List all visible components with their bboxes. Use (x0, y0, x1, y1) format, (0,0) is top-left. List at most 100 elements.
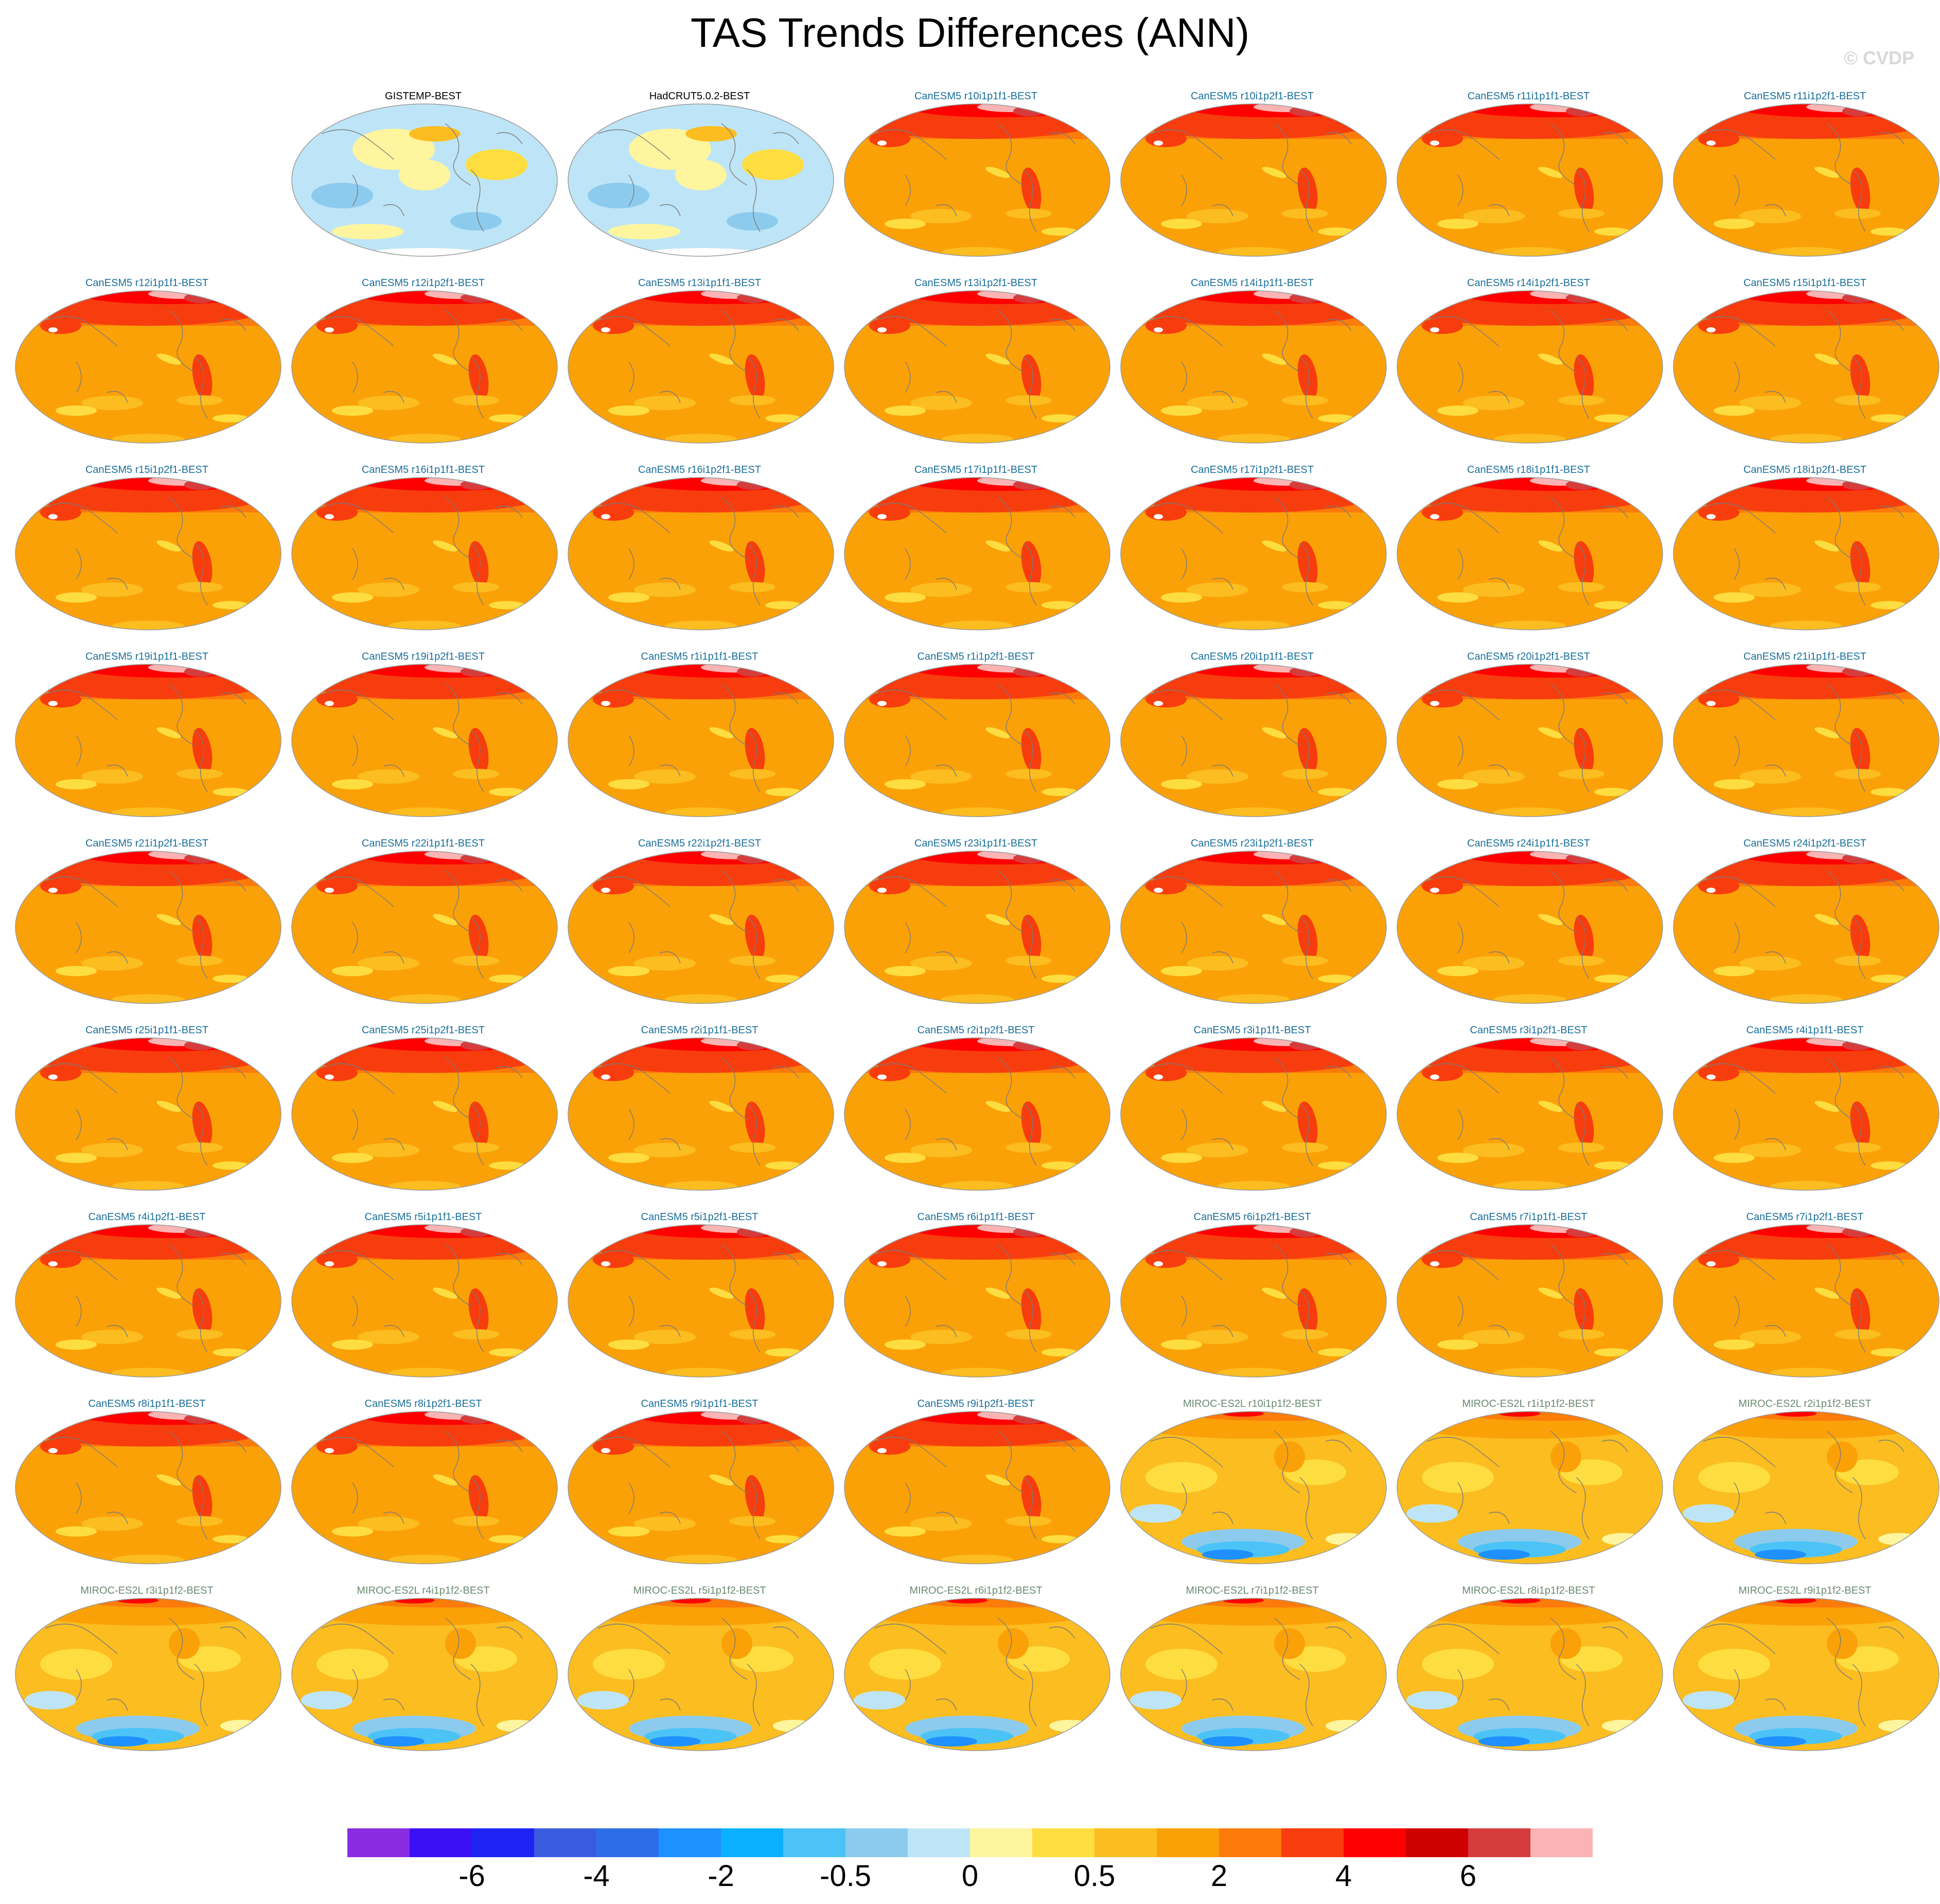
map-panel-label: CanESM5 r3i1p1f1-BEST (1193, 1025, 1311, 1036)
colorbar-tick-label: 0 (961, 1859, 979, 1893)
map-panel: CanESM5 r7i1p2f1-BEST (1667, 1211, 1940, 1394)
map-panel-label: CanESM5 r10i1p2f1-BEST (1190, 91, 1314, 102)
map-panel-label: CanESM5 r6i1p1f1-BEST (917, 1211, 1035, 1223)
map-panel: MIROC-ES2L r4i1p1f2-BEST (286, 1585, 561, 1768)
map-panel: CanESM5 r24i1p2f1-BEST (1667, 838, 1940, 1020)
map-panel-label: CanESM5 r11i1p1f1-BEST (1467, 91, 1590, 102)
map-panel-label: CanESM5 r2i1p1f1-BEST (641, 1025, 759, 1036)
map-panel-label: MIROC-ES2L r5i1p1f2-BEST (633, 1585, 766, 1596)
world-map (15, 1037, 281, 1191)
map-panel: CanESM5 r20i1p1f1-BEST (1115, 651, 1390, 834)
world-map (1673, 664, 1939, 817)
map-panel: CanESM5 r1i1p2f1-BEST (838, 651, 1114, 834)
world-map (568, 477, 834, 630)
world-map (844, 1411, 1110, 1564)
map-panel-label: CanESM5 r3i1p2f1-BEST (1470, 1025, 1588, 1036)
world-map (844, 1224, 1110, 1378)
map-panel-label: GISTEMP-BEST (385, 91, 462, 102)
world-map (844, 103, 1110, 257)
map-panel-label: CanESM5 r7i1p2f1-BEST (1746, 1211, 1864, 1223)
map-panel-label: CanESM5 r21i1p2f1-BEST (85, 838, 208, 849)
map-panel: MIROC-ES2L r1i1p1f2-BEST (1391, 1398, 1666, 1581)
colorbar-swatch (1406, 1828, 1469, 1857)
map-panel: CanESM5 r12i1p2f1-BEST (286, 277, 561, 460)
map-panel: CanESM5 r23i1p1f1-BEST (838, 838, 1114, 1020)
map-panel: CanESM5 r9i1p1f1-BEST (562, 1398, 837, 1581)
map-panel: CanESM5 r5i1p2f1-BEST (562, 1211, 837, 1394)
map-panel-label: MIROC-ES2L r1i1p1f2-BEST (1462, 1398, 1595, 1409)
colorbar-swatch (347, 1828, 410, 1857)
map-panel: CanESM5 r4i1p2f1-BEST (9, 1211, 285, 1394)
colorbar-swatch (845, 1828, 908, 1857)
world-map (15, 290, 281, 444)
world-map (291, 851, 558, 1004)
world-map (15, 1411, 281, 1564)
map-panel: CanESM5 r2i1p2f1-BEST (838, 1025, 1114, 1207)
map-panel: CanESM5 r22i1p1f1-BEST (286, 838, 561, 1020)
map-panel-label: CanESM5 r14i1p2f1-BEST (1467, 277, 1590, 289)
map-panel-label: CanESM5 r12i1p2f1-BEST (361, 277, 485, 289)
map-panel-label: CanESM5 r18i1p1f1-BEST (1467, 464, 1590, 475)
map-panel: CanESM5 r8i1p2f1-BEST (286, 1398, 561, 1581)
colorbar-swatch (1157, 1828, 1220, 1857)
map-panel-label: CanESM5 r20i1p1f1-BEST (1190, 651, 1314, 662)
map-panel: CanESM5 r25i1p2f1-BEST (286, 1025, 561, 1207)
map-panel-label: CanESM5 r8i1p1f1-BEST (88, 1398, 206, 1409)
map-panel-label: CanESM5 r11i1p2f1-BEST (1743, 91, 1866, 102)
map-panel: MIROC-ES2L r3i1p1f2-BEST (9, 1585, 285, 1768)
map-panel-label: CanESM5 r4i1p1f1-BEST (1746, 1025, 1864, 1036)
world-map (15, 664, 281, 817)
map-panel: MIROC-ES2L r10i1p1f2-BEST (1115, 1398, 1390, 1581)
map-panel-label: CanESM5 r9i1p1f1-BEST (641, 1398, 759, 1409)
map-panel-label: CanESM5 r17i1p2f1-BEST (1190, 464, 1314, 475)
map-panel-label: CanESM5 r13i1p1f1-BEST (638, 277, 761, 289)
map-panel-label: CanESM5 r20i1p2f1-BEST (1467, 651, 1590, 662)
map-panel-label: CanESM5 r14i1p1f1-BEST (1190, 277, 1314, 289)
page-title: TAS Trends Differences (ANN) (690, 10, 1250, 56)
colorbar-swatch (1281, 1828, 1344, 1857)
colorbar (347, 1828, 1593, 1857)
map-panel: CanESM5 r1i1p1f1-BEST (562, 651, 837, 834)
world-map (1397, 290, 1663, 444)
map-panel-label: CanESM5 r6i1p2f1-BEST (1193, 1211, 1311, 1223)
map-panel: CanESM5 r15i1p1f1-BEST (1667, 277, 1940, 460)
map-panel-label: HadCRUT5.0.2-BEST (649, 91, 750, 102)
world-map (568, 103, 834, 257)
map-panel-label: CanESM5 r10i1p1f1-BEST (914, 91, 1037, 102)
map-panel-label: CanESM5 r25i1p2f1-BEST (361, 1025, 485, 1036)
world-map (291, 1224, 558, 1378)
map-panel-label: CanESM5 r24i1p1f1-BEST (1467, 838, 1590, 849)
map-panel: CanESM5 r17i1p2f1-BEST (1115, 464, 1390, 647)
map-panel: CanESM5 r9i1p2f1-BEST (838, 1398, 1114, 1581)
map-panel-label: MIROC-ES2L r9i1p1f2-BEST (1738, 1585, 1872, 1596)
world-map (1673, 1598, 1939, 1751)
map-panel: CanESM5 r3i1p1f1-BEST (1115, 1025, 1390, 1207)
map-panel: MIROC-ES2L r2i1p1f2-BEST (1667, 1398, 1940, 1581)
map-panel: CanESM5 r25i1p1f1-BEST (9, 1025, 285, 1207)
map-panel-label: CanESM5 r23i1p1f1-BEST (914, 838, 1037, 849)
map-panel-label: CanESM5 r7i1p1f1-BEST (1470, 1211, 1588, 1223)
world-map (1120, 290, 1387, 444)
world-map (1397, 664, 1663, 817)
colorbar-swatch (1530, 1828, 1593, 1857)
map-panel: CanESM5 r4i1p1f1-BEST (1667, 1025, 1940, 1207)
colorbar-tick-label: -2 (708, 1859, 734, 1893)
map-panel-label: CanESM5 r5i1p1f1-BEST (364, 1211, 482, 1223)
map-panel: MIROC-ES2L r9i1p1f2-BEST (1667, 1585, 1940, 1768)
map-panel-label: MIROC-ES2L r2i1p1f2-BEST (1738, 1398, 1872, 1409)
map-panel: CanESM5 r19i1p1f1-BEST (9, 651, 285, 834)
watermark: © CVDP (1844, 47, 1914, 68)
map-panel-label: CanESM5 r13i1p2f1-BEST (914, 277, 1037, 289)
map-panel-label: CanESM5 r18i1p2f1-BEST (1743, 464, 1866, 475)
colorbar-swatch (783, 1828, 846, 1857)
world-map (291, 103, 558, 257)
world-map (15, 851, 281, 1004)
map-panel-label: CanESM5 r2i1p2f1-BEST (917, 1025, 1035, 1036)
map-panel-label: MIROC-ES2L r8i1p1f2-BEST (1462, 1585, 1595, 1596)
world-map (15, 477, 281, 630)
map-panel: CanESM5 r11i1p2f1-BEST (1667, 91, 1940, 273)
colorbar-tick-label: 0.5 (1073, 1859, 1116, 1893)
world-map (1673, 1411, 1939, 1564)
map-panel-label: CanESM5 r23i1p2f1-BEST (1190, 838, 1314, 849)
map-panel-label: MIROC-ES2L r4i1p1f2-BEST (357, 1585, 490, 1596)
